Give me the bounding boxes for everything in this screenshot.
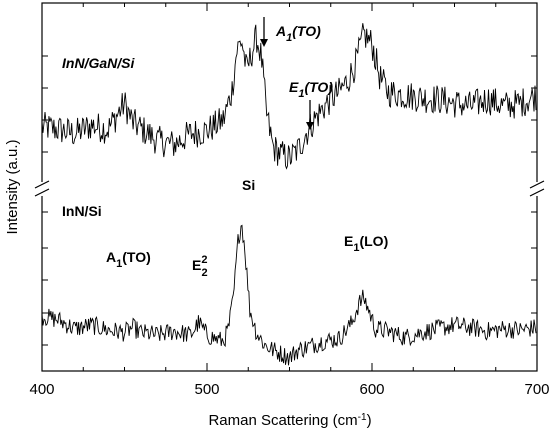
axis-break-gap <box>533 182 541 196</box>
x-tick-label: 600 <box>359 381 384 398</box>
annotation-label: Si <box>242 177 255 193</box>
annotation-label: E1(LO) <box>344 233 388 254</box>
y-axis-title: Intensity (a.u.) <box>4 139 21 234</box>
axis-break-slash <box>34 188 50 197</box>
annotation-label: A1(TO) <box>106 249 151 270</box>
x-tick-label: 700 <box>524 381 549 398</box>
annotation-sub: 1 <box>116 258 122 270</box>
axis-break-slash <box>529 180 545 189</box>
annotation-sup: 2 <box>201 254 207 266</box>
annotation-label: E2 2 <box>192 254 208 279</box>
axis-break-slash <box>34 180 50 189</box>
annotation-part: A <box>106 249 116 265</box>
series-line-inn-gan-si <box>41 23 537 170</box>
x-axis-title: Raman Scattering (cm-1) <box>208 412 371 430</box>
annotation-sub: 1 <box>286 32 292 44</box>
annotation-sub: 1 <box>353 242 359 254</box>
x-axis-title-sup: -1 <box>358 412 367 423</box>
axis-break-slash <box>529 188 545 197</box>
annotation-arrow-head <box>260 39 268 47</box>
axis-break-gap <box>38 182 46 196</box>
annotation-sub: 2 <box>201 267 207 279</box>
axis-break-marks <box>34 180 545 197</box>
x-tick-label: 400 <box>29 381 54 398</box>
annotation-sub: 1 <box>298 88 304 100</box>
series-label: InN/GaN/Si <box>62 55 135 71</box>
annotation-part: A <box>275 23 286 39</box>
series-label: InN/Si <box>62 203 102 219</box>
axis-ticks: 400 500 600 700 <box>29 3 550 398</box>
x-tick-label: 500 <box>194 381 219 398</box>
annotation-label: E1(TO) <box>289 79 333 100</box>
x-axis-title-main: Raman Scattering (cm <box>208 412 357 429</box>
annotation-label: A1(TO) <box>275 23 321 44</box>
annotation-part: Si <box>242 177 255 193</box>
annotation-part: (LO) <box>359 233 388 249</box>
annotation-part: E <box>192 257 201 273</box>
annotation-part: (TO) <box>292 23 321 39</box>
annotation-part: E <box>289 79 299 95</box>
spectra: InN/GaN/Si InN/Si <box>41 23 537 366</box>
x-axis-title-close: ) <box>367 412 372 429</box>
annotation-arrow-head <box>306 122 314 130</box>
annotation-part: (TO) <box>122 249 151 265</box>
annotation-part: (TO) <box>304 79 333 95</box>
annotation-part: E <box>344 233 353 249</box>
series-line-inn-si <box>41 224 537 366</box>
